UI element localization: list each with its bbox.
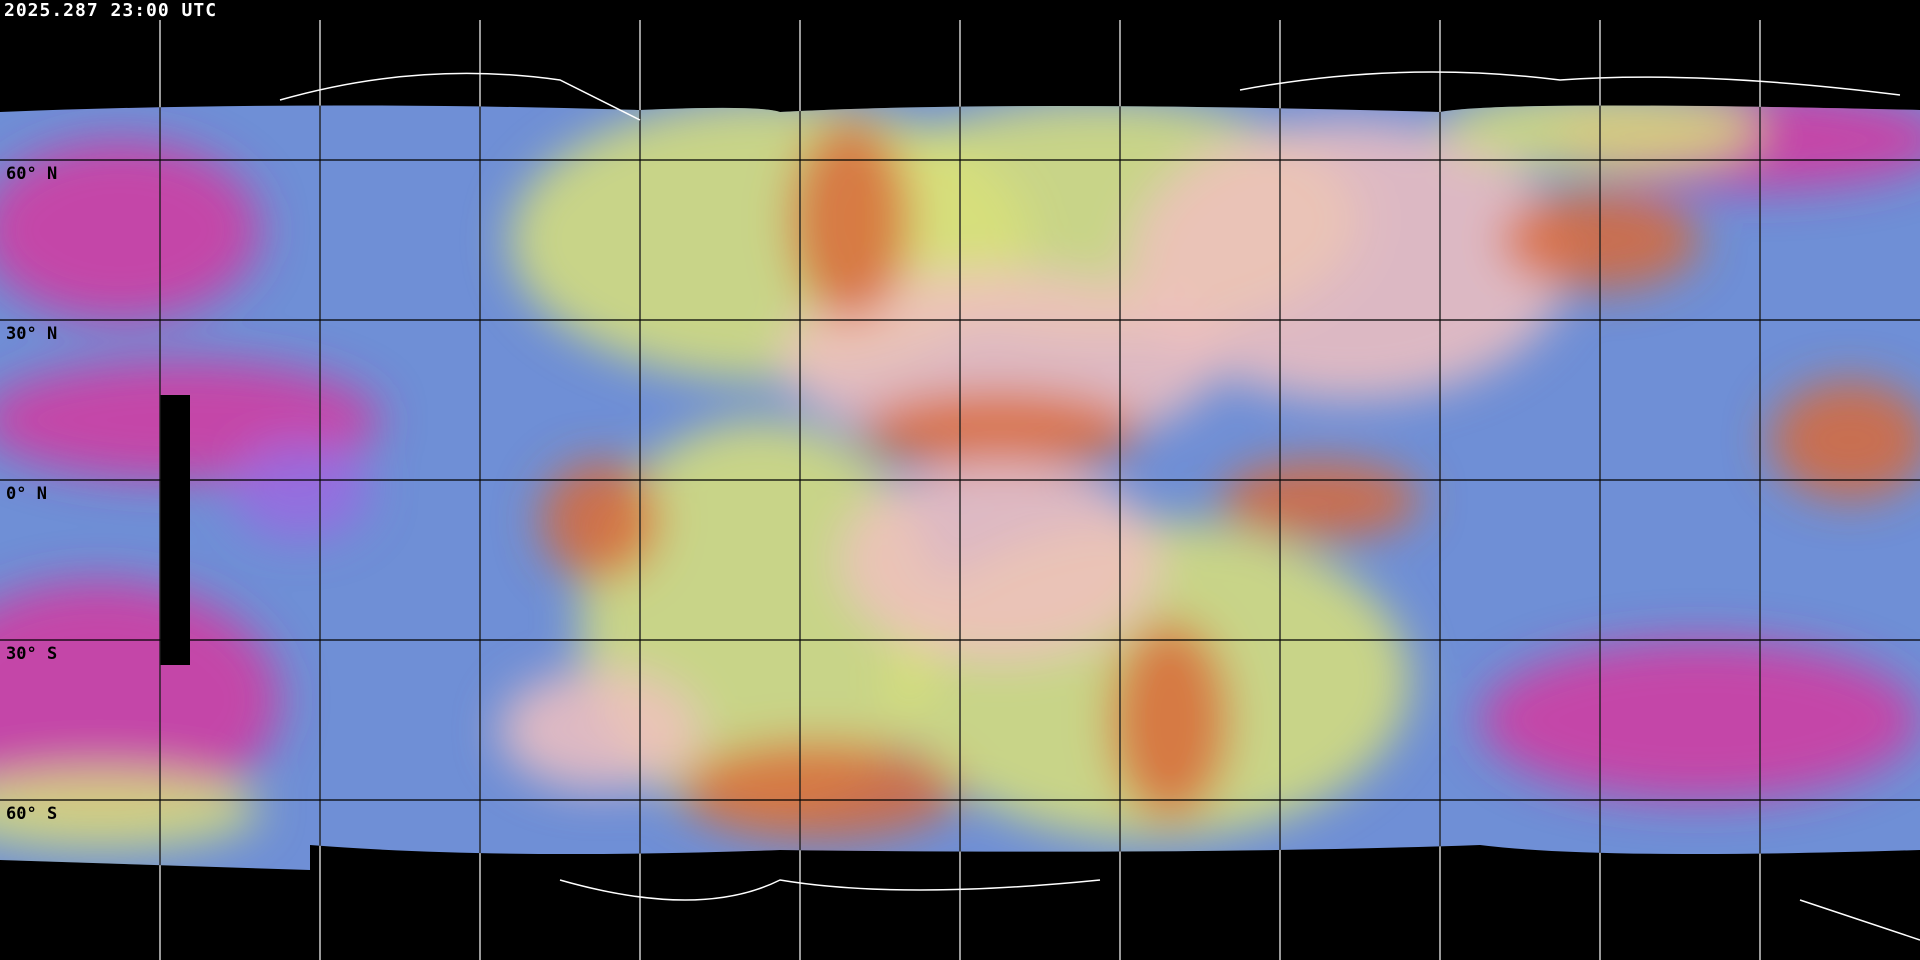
lat-label-30s: 30° S [6, 644, 58, 664]
lat-label-30n: 30° N [6, 324, 58, 344]
lat-label-60s: 60° S [6, 804, 58, 824]
coastline [279, 71, 1920, 941]
lat-label-60n: 60° N [6, 164, 58, 184]
lat-label-0n: 0° N [6, 484, 47, 504]
timestamp-label: 2025.287 23:00 UTC [4, 0, 218, 21]
